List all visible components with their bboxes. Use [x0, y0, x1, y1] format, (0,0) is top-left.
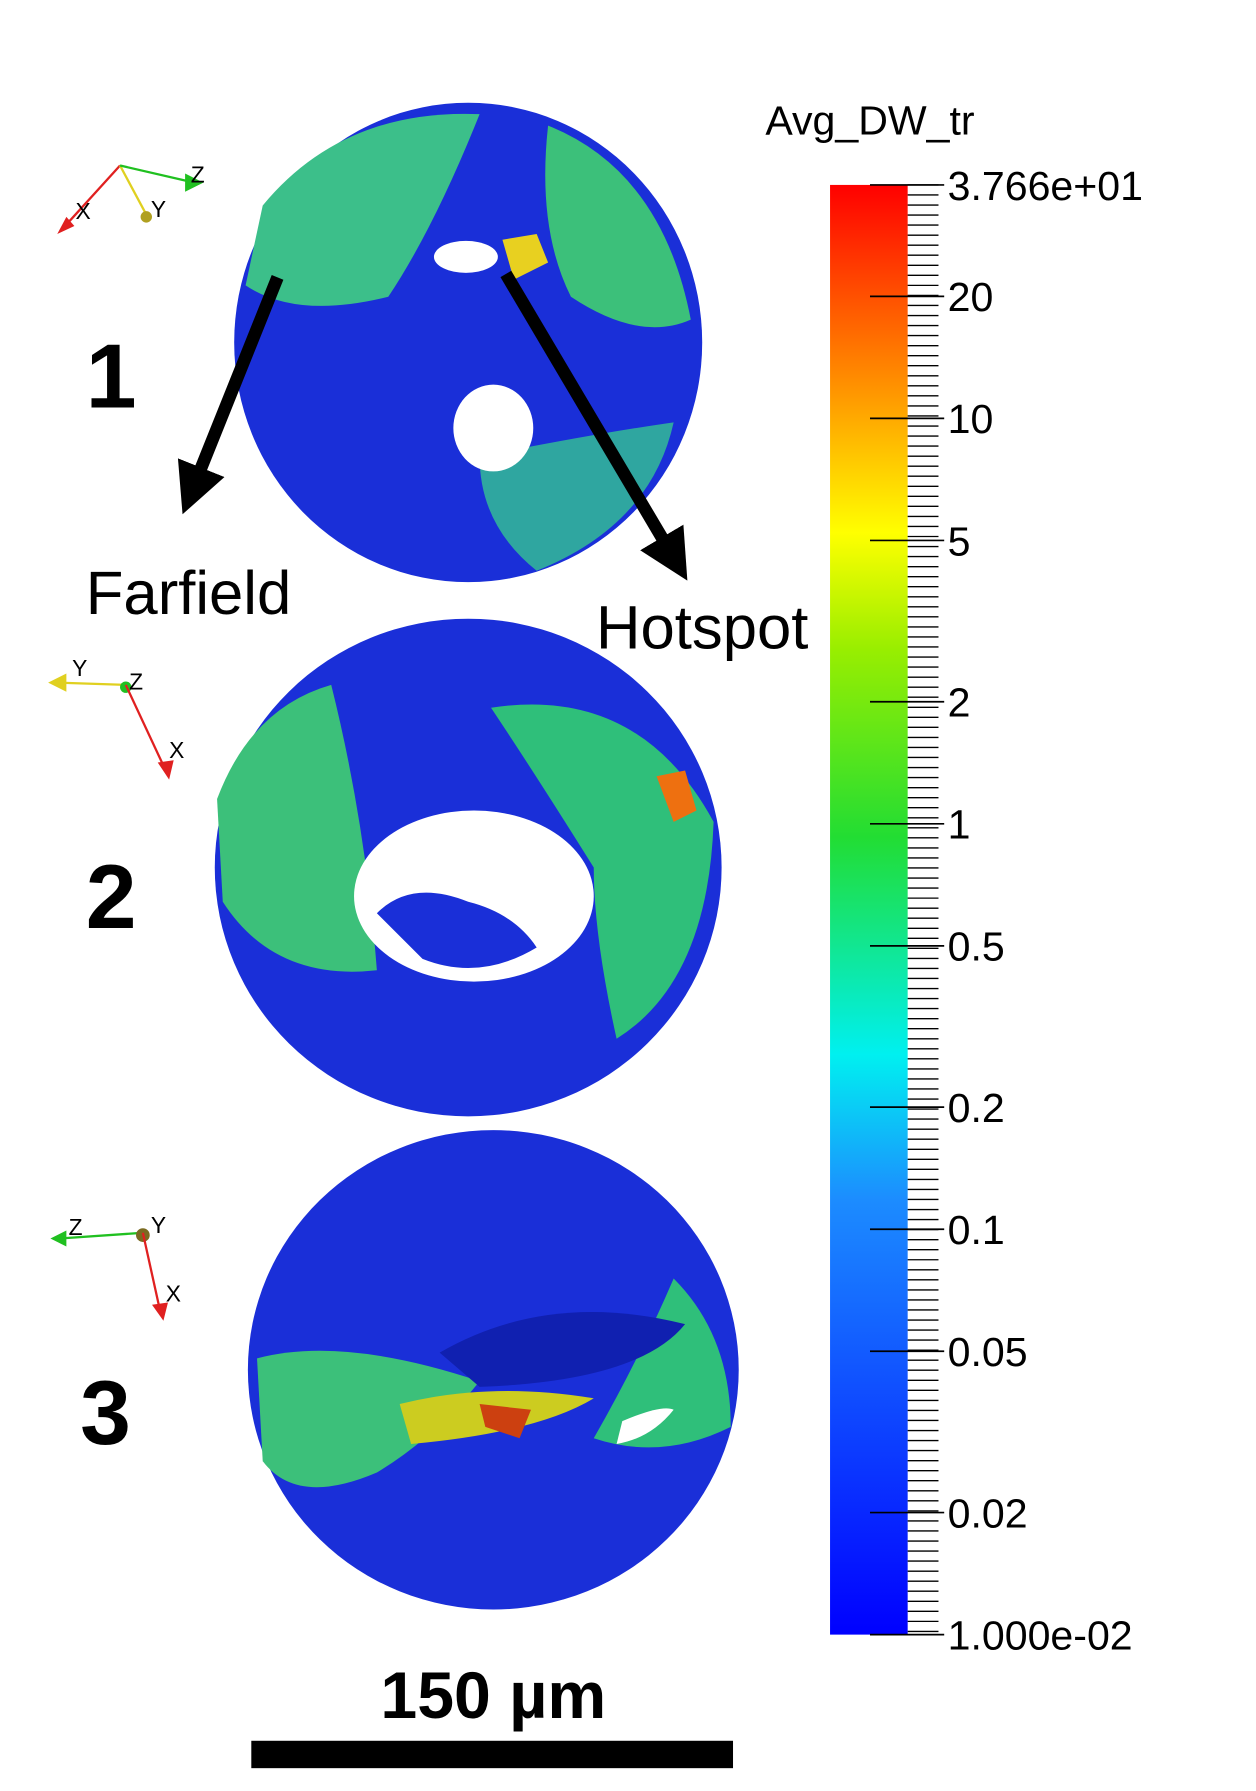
- tick-label: 0.05: [948, 1329, 1028, 1375]
- mesh-render-2: [214, 618, 722, 1117]
- axis-label: Y: [151, 1212, 166, 1238]
- axis-label: Z: [191, 162, 205, 188]
- axis-label: Y: [72, 655, 87, 681]
- axis-triad-2: Y Z X: [48, 655, 184, 780]
- hotspot-arrow: [500, 270, 688, 581]
- axis-label: X: [76, 198, 91, 224]
- tick-label: 3.766e+01: [948, 163, 1143, 209]
- tick-label: 10: [948, 396, 994, 442]
- tick-label: 2: [948, 680, 971, 726]
- tick-label: 0.1: [948, 1207, 1005, 1253]
- panel-label: 1: [86, 326, 137, 428]
- farfield-arrow: [177, 275, 284, 515]
- tick-label: 0.02: [948, 1490, 1028, 1536]
- scale-bar-label: 150 µm: [380, 1659, 606, 1733]
- colorbar-axis: 3.766e+01 20 10 5 2 1 0.5 0.2 0.1 0.05 0.02 1.000e-…: [869, 163, 1143, 1658]
- annotation: Hotspot: [596, 593, 808, 662]
- axis-label: Z: [69, 1214, 83, 1240]
- axis-label: Y: [151, 196, 166, 222]
- scale-bar: [251, 1740, 734, 1769]
- colorbar-title: Avg_DW_tr: [765, 98, 974, 144]
- panel-label: 2: [86, 846, 137, 948]
- tick-label: 1: [948, 802, 971, 848]
- tick-label: 20: [948, 274, 994, 320]
- axis-label: Z: [129, 668, 143, 694]
- axis-triad-1: X Y Z: [57, 162, 205, 235]
- axis-label: X: [166, 1280, 181, 1306]
- mesh-render-3: [247, 1130, 739, 1610]
- tick-label: 0.5: [948, 924, 1005, 970]
- colorbar: [830, 184, 908, 1635]
- tick-label: 5: [948, 518, 971, 564]
- tick-label: 0.2: [948, 1085, 1005, 1131]
- tick-label: 1.000e-02: [948, 1612, 1133, 1658]
- panel-label: 3: [80, 1362, 131, 1464]
- axis-label: X: [169, 737, 184, 763]
- axis-triad-3: Z Y X: [50, 1212, 181, 1321]
- mesh-render-1: [234, 102, 703, 583]
- annotation: Farfield: [86, 559, 292, 628]
